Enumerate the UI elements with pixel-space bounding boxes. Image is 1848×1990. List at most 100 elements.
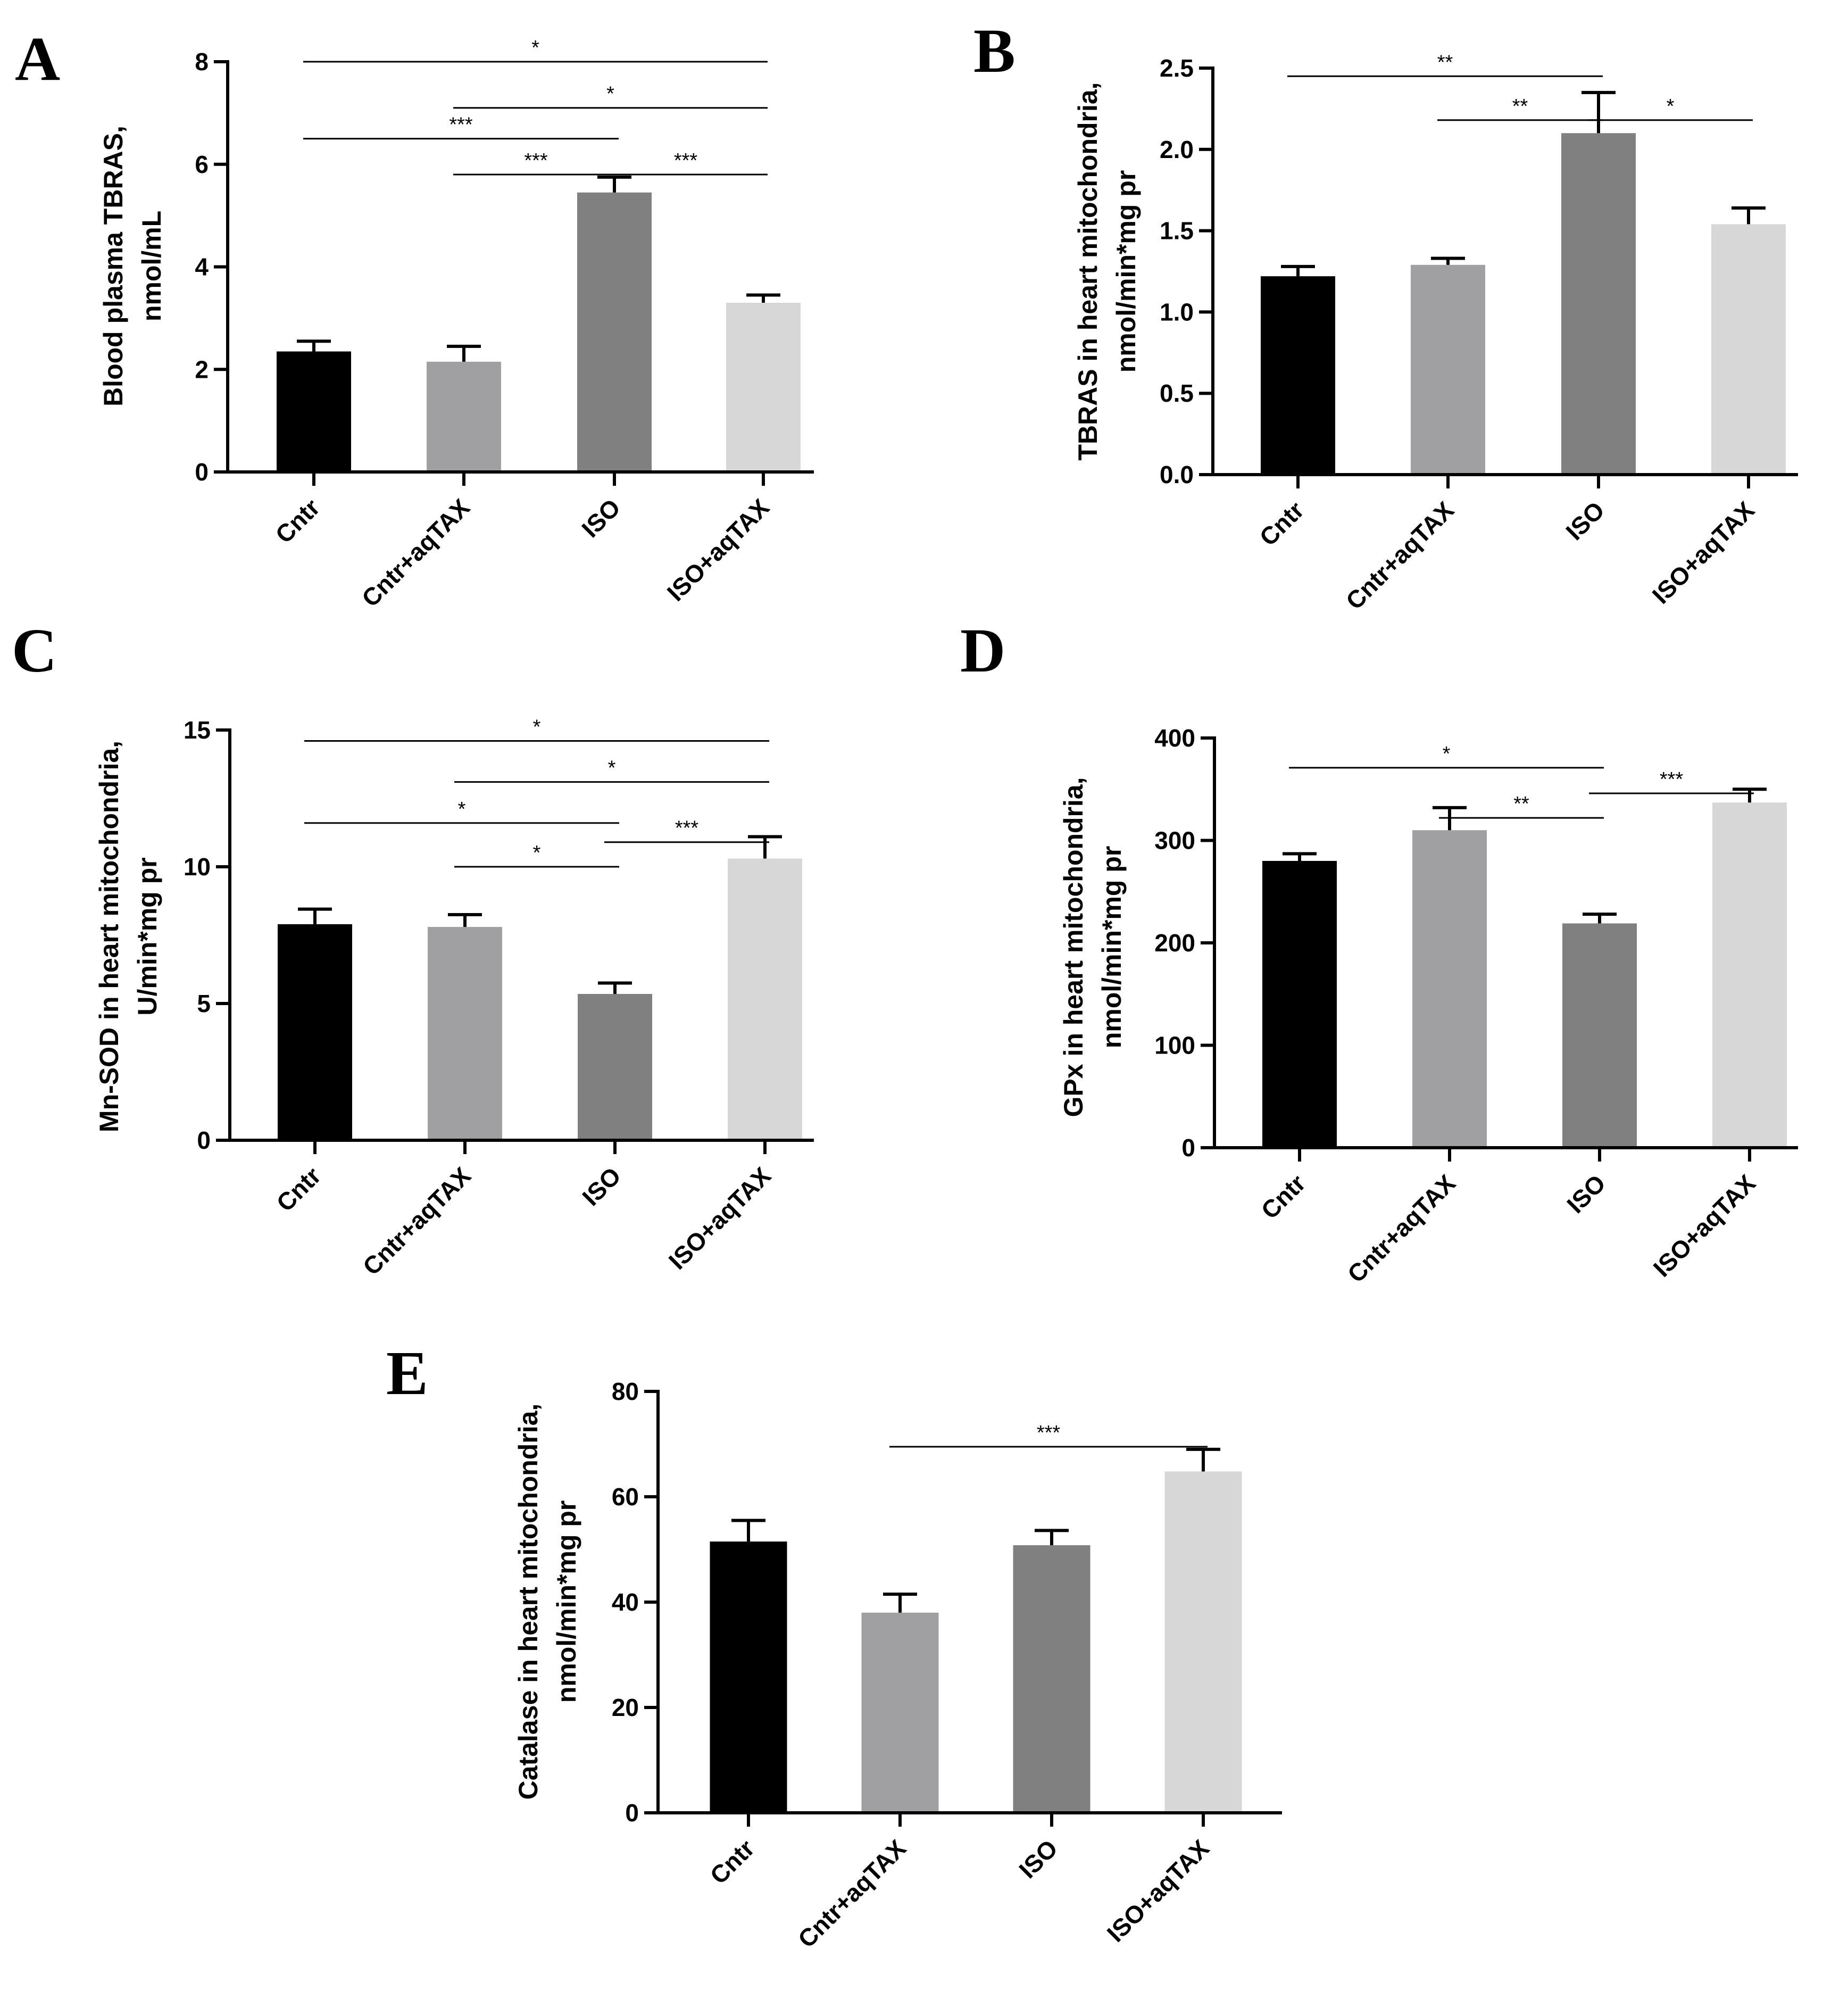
panel-a-y-tick-label-1: 2 [195,355,209,383]
panel-e-x-tick-label-3: ISO+aqTAX [1102,1834,1215,1947]
panel-e-y-tick-label-0: 0 [625,1799,639,1827]
panel-b-y-tick-label-1: 0.5 [1160,379,1194,407]
panel-a-bar-0 [277,351,351,472]
panel-c-sig-label-0: * [533,716,541,739]
panel-a-x-tick-label-0: Cntr [270,493,325,549]
panel-d-y-tick-label-0: 0 [1181,1134,1195,1162]
panel-b-bar-0 [1261,276,1335,475]
panel-b-bar-2 [1561,133,1636,475]
panel-b-letter: B [973,16,1015,86]
panel-d-bar-3 [1712,802,1787,1148]
panel-b-y-title-line-0: TBRAS in heart mitochondria, [1073,82,1103,460]
panel-c-bar-2 [578,994,652,1140]
panel-d-y-tick-label-4: 400 [1154,724,1195,752]
panel-c-sig-label-4: *** [675,817,699,840]
panel-d-x-tick-label-3: ISO+aqTAX [1648,1169,1761,1282]
panel-b-y-tick-label-5: 2.5 [1160,54,1194,82]
panel-a-sig-label-4: *** [674,150,698,172]
panel-a-y-title-line-0: Blood plasma TBRAS, [98,126,128,407]
panel-b-x-tick-label-2: ISO [1560,496,1610,545]
panel-e-x-tick-label-0: Cntr [704,1834,760,1889]
panel-d-letter: D [960,616,1005,685]
panel-c-y-tick-label-2: 10 [184,853,211,881]
panel-c-bar-3 [728,858,802,1140]
panel-a-sig-label-3: *** [524,150,548,172]
panel-b-y-tick-label-2: 1.0 [1160,298,1194,326]
panel-b-y-tick-label-0: 0.0 [1160,461,1194,488]
panel-c-y-title-line-1: U/min*mg pr [132,857,162,1015]
panel-a-sig-label-2: *** [449,114,473,136]
panel-c-letter: C [12,616,57,685]
panel-b-x-tick-label-3: ISO+aqTAX [1647,496,1760,609]
panel-b-y-tick-label-3: 1.5 [1160,217,1194,245]
panel-d-bar-2 [1562,923,1637,1148]
panel-c-y-title-line-0: Mn-SOD in heart mitochondria, [94,741,124,1132]
panel-a-y-tick-label-0: 0 [195,458,209,486]
panel-c-bar-0 [278,924,352,1140]
panel-e-y-title-line-0: Catalase in heart mitochondria, [513,1404,543,1800]
panel-d-y-tick-label-2: 200 [1154,929,1195,957]
panel-c-x-tick-label-1: Cntr+aqTAX [357,1162,476,1280]
panel-d-y-tick-label-1: 100 [1154,1032,1195,1059]
panel-e-y-tick-label-2: 40 [612,1588,639,1616]
panel-e-letter: E [386,1338,428,1408]
panel-e-x-tick-label-1: Cntr+aqTAX [793,1834,911,1953]
panel-a-letter: A [15,24,60,94]
panel-b-y-title-line-1: nmol/min*mg pr [1111,170,1141,373]
panel-d-bar-1 [1412,830,1487,1148]
panel-b-bar-1 [1411,264,1485,475]
panel-c-x-tick-label-2: ISO [577,1162,626,1211]
panel-a-bar-2 [577,192,652,472]
panel-c-sig-label-1: * [608,757,616,780]
panel-e-sig-label-0: *** [1037,1422,1061,1444]
panel-e-y-tick-label-1: 20 [612,1694,639,1721]
panel-b-x-tick-label-1: Cntr+aqTAX [1341,496,1459,615]
panel-a-y-tick-label-3: 6 [195,151,209,178]
panel-b-sig-label-0: ** [1437,51,1453,73]
panel-d-x-tick-label-1: Cntr+aqTAX [1342,1169,1461,1288]
panel-c-y-tick-label-1: 5 [197,990,211,1017]
panel-c-bar-1 [428,927,502,1140]
panel-a-y-title-line-1: nmol/mL [137,211,167,321]
panel-d-bar-0 [1262,861,1337,1148]
panel-a: A 0 2 4 6 8 Cntr Cntr+aqTAX ISO ISO+aqTAX Blood pl… [15,24,814,612]
panel-d-sig-label-1: ** [1513,793,1529,815]
panel-e-y-tick-label-4: 80 [612,1378,639,1405]
panel-b-sig-label-1: ** [1512,95,1528,118]
panel-e-bar-0 [710,1541,787,1813]
panel-d: D 0 100 200 300 400 Cntr Cntr+aqTAX ISO ISO+aqTAX… [960,616,1798,1288]
panel-c: C 0 5 10 15 Cntr Cntr+aqTAX ISO ISO+aqTAX Mn-SOD … [12,616,814,1281]
panel-a-x-tick-label-3: ISO+aqTAX [662,493,775,607]
panel-d-y-title-line-0: GPx in heart mitochondria, [1059,777,1088,1117]
panel-c-sig-label-3: * [533,842,541,864]
panel-c-x-tick-label-0: Cntr [271,1162,326,1217]
panel-e-bar-2 [1013,1545,1091,1813]
panel-b: B 0.0 0.5 1.0 1.5 2.0 2.5 Cntr Cntr+aqTAX ISO ISO+… [973,16,1798,615]
panel-c-x-tick-label-3: ISO+aqTAX [663,1162,777,1275]
panel-b-x-tick-label-0: Cntr [1254,496,1309,551]
panel-a-y-tick-label-2: 4 [195,253,209,281]
panel-d-x-tick-label-0: Cntr [1255,1169,1311,1224]
panel-b-y-tick-label-4: 2.0 [1160,136,1194,163]
panel-a-bar-1 [427,361,501,472]
panel-d-sig-label-2: *** [1660,768,1684,791]
panel-e-bar-3 [1164,1471,1242,1813]
panel-e-y-tick-label-3: 60 [612,1483,639,1511]
panel-b-bar-3 [1711,224,1786,475]
panel-d-y-title-line-1: nmol/min*mg pr [1097,846,1127,1049]
panel-e: E 0 20 40 60 80 Cntr Cntr+aqTAX ISO ISO+aqTAX Cata… [386,1338,1282,1953]
panel-e-bar-1 [861,1612,939,1813]
panel-c-y-tick-label-0: 0 [197,1126,211,1154]
panel-c-y-tick-label-3: 15 [184,716,211,744]
panel-e-x-tick-label-2: ISO [1013,1834,1063,1884]
panel-d-x-tick-label-2: ISO [1561,1169,1611,1218]
panel-a-x-tick-label-2: ISO [576,493,626,543]
panel-e-y-title-line-1: nmol/min*mg pr [552,1500,581,1703]
panel-c-sig-label-2: * [458,798,466,820]
panel-a-sig-label-1: * [606,83,614,105]
panel-a-y-tick-label-4: 8 [195,48,209,76]
panel-b-sig-label-2: * [1667,95,1675,118]
panel-d-sig-label-0: * [1443,743,1451,765]
panel-a-sig-label-0: * [531,37,539,59]
